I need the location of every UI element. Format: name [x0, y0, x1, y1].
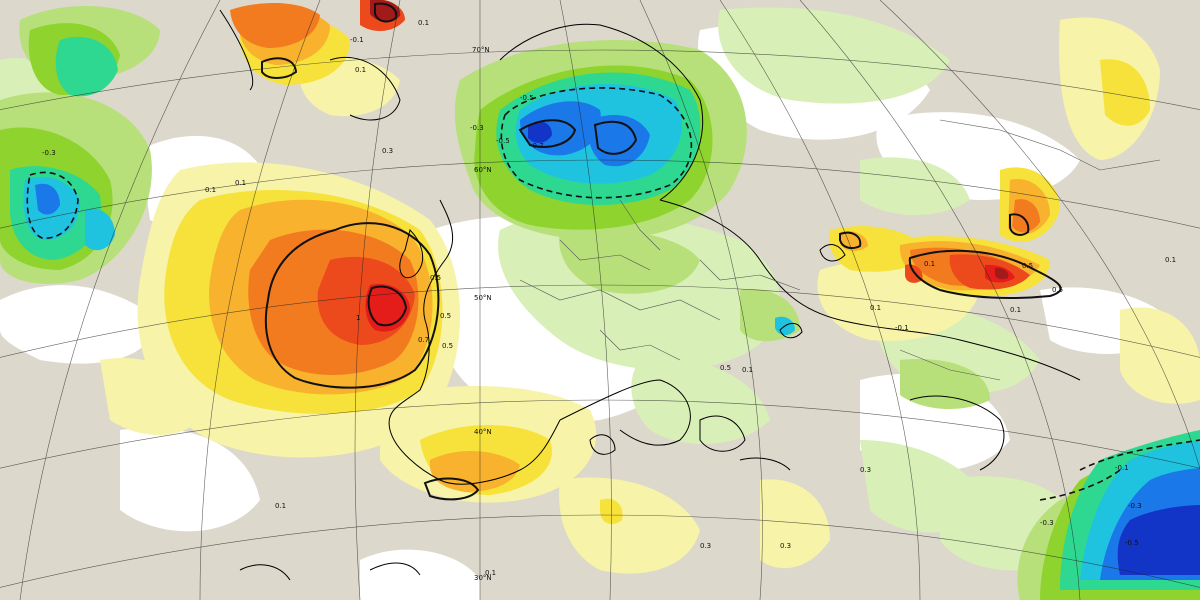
contour-label: 0.1: [870, 304, 881, 312]
contour-label: 0.1: [235, 179, 246, 187]
contour-label: 0.5: [442, 342, 453, 350]
lat-label-50n: 50°N: [474, 294, 492, 302]
contour-label: 0.7: [418, 336, 429, 344]
contour-label: 0.1: [485, 569, 496, 577]
contour-label-group: 0.1 -0.1 0.1 -0.3 0.1 0.1 -0.3 -0.5 -0.5…: [42, 19, 1176, 577]
contour-label: -0.1: [1115, 464, 1129, 472]
lat-label-30n: 30°N: [474, 574, 492, 582]
contour-label: 0.3: [382, 147, 393, 155]
dark-red-regions: [370, 0, 1009, 280]
contour-label: 0.5: [430, 274, 441, 282]
contour-label: 0.1: [418, 19, 429, 27]
contour-label: 0.1: [1010, 306, 1021, 314]
contour-label: 0.1: [742, 366, 753, 374]
contour-label: -0.3: [1128, 502, 1142, 510]
contour-label: 0.3: [700, 542, 711, 550]
contour-label: -0.5: [496, 137, 510, 145]
contour-label: 0.3: [780, 542, 791, 550]
contour-label: 0.1: [924, 260, 935, 268]
contour-label: 1: [356, 314, 360, 322]
contour-label: 0.3: [860, 466, 871, 474]
contour-lines: [261, 2, 1062, 501]
contour-label: -0.5: [520, 94, 534, 102]
lat-label-40n: 40°N: [474, 428, 492, 436]
coastlines: [219, 9, 1081, 581]
contour-label: 0.1: [355, 66, 366, 74]
contour-label: 0.1: [1165, 256, 1176, 264]
dashed-contours: [26, 87, 1200, 501]
contour-label: -0.5: [1125, 539, 1139, 547]
lat-label-60n: 60°N: [474, 166, 492, 174]
contour-label: 0.5: [1022, 262, 1033, 270]
contour-label: 0.5: [720, 364, 731, 372]
contour-label: -0.1: [895, 324, 909, 332]
contour-label: -0.3: [470, 124, 484, 132]
contour-label: -0.7: [530, 142, 544, 150]
contour-label: -0.1: [350, 36, 364, 44]
contour-label: -0.3: [1040, 519, 1054, 527]
borders: [519, 119, 1161, 381]
contour-label: -0.3: [42, 149, 56, 157]
latitude-label-group: 70°N 60°N 50°N 40°N 30°N: [472, 46, 492, 582]
contour-label: 0.1: [275, 502, 286, 510]
contour-label: 0.1: [205, 186, 216, 194]
contour-label: 0.5: [440, 312, 451, 320]
lat-label-70n: 70°N: [472, 46, 490, 54]
dark-blue-regions: [528, 121, 1200, 575]
contour-label: 0.5: [1052, 286, 1063, 294]
